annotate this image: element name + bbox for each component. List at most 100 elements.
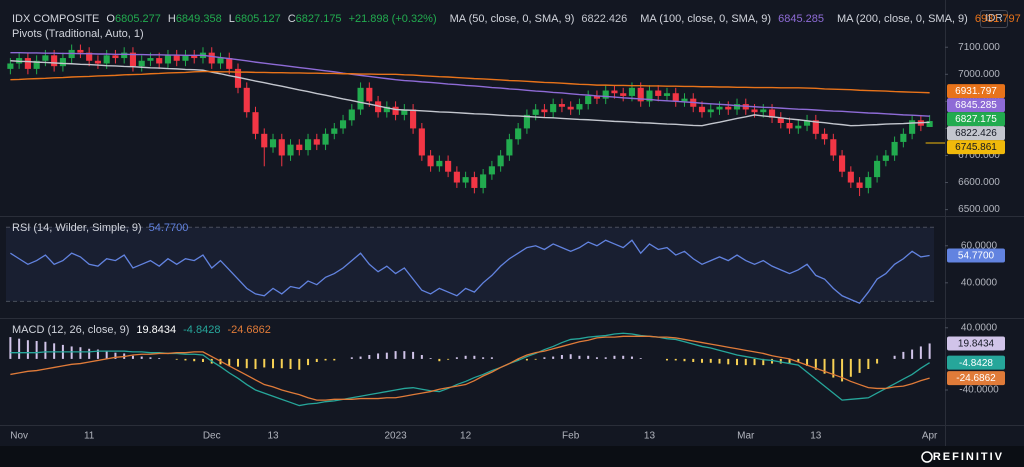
candle-body <box>59 58 66 67</box>
macd-name: MACD (12, 26, close, 9) <box>12 324 130 336</box>
candle-body <box>786 123 793 129</box>
price-badge-label: 6827.175 <box>955 114 997 125</box>
histogram-bar <box>140 356 143 359</box>
candle-body <box>147 58 154 61</box>
ohlc-item: C6827.175 <box>288 12 342 26</box>
histogram-bar <box>771 358 774 364</box>
candle-body <box>567 106 574 110</box>
candle-body <box>234 68 242 88</box>
candle-body <box>865 177 872 188</box>
histogram-bar <box>683 358 686 362</box>
x-tick-label: Nov <box>10 431 28 442</box>
pivot-legend: Pivots (Traditional, Auto, 1) <box>12 27 144 41</box>
histogram-bar <box>552 356 555 359</box>
histogram-bar <box>18 338 21 359</box>
x-tick-label: 11 <box>84 431 95 442</box>
candle-body <box>523 114 530 129</box>
candle-body <box>401 109 408 115</box>
macd-value: -4.8428 <box>183 324 221 336</box>
ohlc-key: H <box>167 13 176 25</box>
histogram-bar <box>490 357 493 359</box>
histogram-bar <box>131 355 134 359</box>
x-tick-label: 13 <box>267 431 279 442</box>
candle-body <box>392 106 399 115</box>
x-tick-label: 12 <box>460 431 472 442</box>
candle-body <box>672 93 679 102</box>
change: +21.898 (+0.32%) <box>348 13 437 25</box>
y-tick-label: 6700.000 <box>958 150 1000 161</box>
x-tick-label: 2023 <box>384 431 407 442</box>
candle-body <box>637 87 644 102</box>
price-legend: IDX COMPOSITE O6805.277 H6849.358 L6805.… <box>12 12 1021 26</box>
histogram-bar <box>26 340 29 359</box>
histogram-bar <box>823 358 826 374</box>
price-badge <box>947 112 1005 127</box>
candle-body <box>410 109 417 129</box>
price-badge-label: 6931.797 <box>955 86 997 97</box>
histogram-bar <box>692 358 695 362</box>
histogram-bar <box>525 358 528 361</box>
histogram-bar <box>876 358 879 364</box>
candle-body <box>602 90 609 99</box>
rsi-legend: RSI (14, Wilder, Simple, 9) 54.7700 <box>12 221 188 235</box>
candle-body <box>768 109 776 118</box>
x-tick-label: Feb <box>562 431 580 442</box>
candle-body <box>628 87 636 96</box>
candle-body <box>550 104 557 113</box>
histogram-bar <box>841 358 844 382</box>
candle-body <box>812 120 819 134</box>
histogram-bar <box>114 352 117 359</box>
histogram-bar <box>429 358 432 359</box>
candle-body <box>777 117 784 123</box>
histogram-bar <box>788 358 791 364</box>
histogram-bar <box>96 349 99 359</box>
candle-body <box>716 106 723 110</box>
histogram-bar <box>394 351 397 359</box>
candle-body <box>830 139 837 156</box>
histogram-bar <box>385 352 388 359</box>
candle-body <box>874 160 881 178</box>
histogram-bar <box>53 343 56 359</box>
histogram-bar <box>44 341 47 359</box>
histogram-bar <box>622 355 625 359</box>
currency: IDR <box>980 10 1008 28</box>
candle-body <box>42 55 49 61</box>
histogram-bar <box>806 358 809 366</box>
candle-body <box>646 90 653 102</box>
ma-name: MA (200, close, 0, SMA, 9) <box>836 13 968 25</box>
histogram-bar <box>744 358 747 366</box>
histogram-bar <box>613 355 616 359</box>
histogram-bar <box>665 358 668 361</box>
candle-body <box>226 58 233 69</box>
x-tick-label: Apr <box>922 431 938 442</box>
histogram-bar <box>630 356 633 359</box>
candle-body <box>698 106 706 113</box>
y-tick-label: 6600.000 <box>958 177 1000 188</box>
rsi-value: 54.7700 <box>148 222 189 234</box>
histogram-bar <box>280 358 283 369</box>
price-badge <box>947 84 1005 99</box>
histogram-bar <box>175 358 178 360</box>
price-badge-label: 6845.285 <box>955 100 997 111</box>
candle-body <box>383 106 390 113</box>
histogram-bar <box>893 355 896 359</box>
histogram-bar <box>289 358 292 369</box>
candle-body <box>515 128 522 140</box>
histogram-bar <box>245 358 248 369</box>
candle-body <box>243 87 250 113</box>
ohlc-item: O6805.277 <box>106 12 160 26</box>
histogram-bar <box>701 358 703 363</box>
y-tick-label: 40.0000 <box>961 322 998 333</box>
candle-body <box>803 120 811 126</box>
histogram-bar <box>368 355 371 359</box>
histogram-bar <box>79 347 82 359</box>
candle-body <box>304 139 312 151</box>
histogram-bar <box>333 358 336 361</box>
histogram-bar <box>455 357 458 359</box>
histogram-bar <box>858 358 861 373</box>
candle-body <box>77 49 84 53</box>
price-badge <box>947 336 1005 351</box>
histogram-bar <box>569 354 572 359</box>
histogram-bar <box>464 355 467 359</box>
